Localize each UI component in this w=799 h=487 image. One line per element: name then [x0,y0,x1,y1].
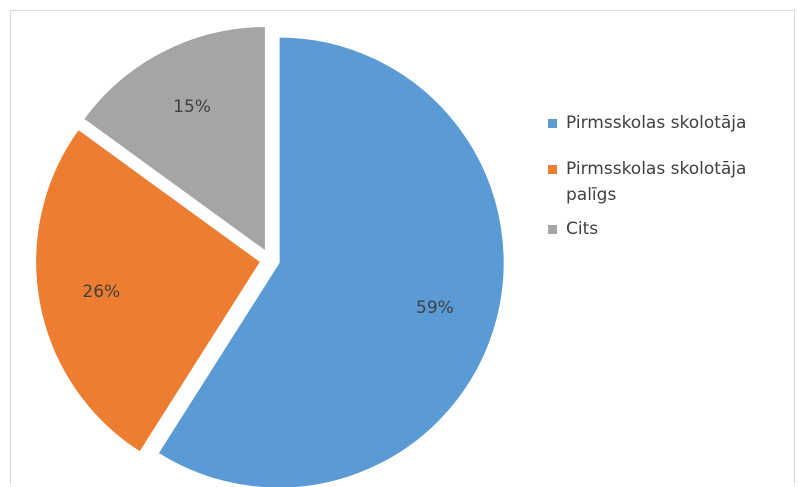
pie-slice-cits [81,24,267,254]
legend-item-cits: Cits [548,216,788,242]
legend-item-pirmsskolas-skolotaja-paligs: Pirmsskolas skolotāja palīgs [548,156,788,208]
pie-slice-pirmsskolas-skolotaja-paligs [34,127,263,454]
legend: Pirmsskolas skolotāja Pirmsskolas skolot… [548,110,788,262]
data-label-cits: 15% [173,97,211,117]
data-label-pirmsskolas-skolotaja-paligs: 26% [82,282,120,302]
legend-swatch-blue [548,119,557,128]
data-label-pirmsskolas-skolotaja: 59% [416,298,454,318]
legend-label: Pirmsskolas skolotāja [566,113,747,133]
legend-label: Cits [566,219,599,239]
legend-swatch-orange [548,165,557,174]
legend-swatch-gray [548,225,557,234]
pie-slice-pirmsskolas-skolotaja [156,35,506,487]
legend-item-pirmsskolas-skolotaja: Pirmsskolas skolotāja [548,110,788,136]
legend-label: Pirmsskolas skolotāja palīgs [566,159,747,205]
